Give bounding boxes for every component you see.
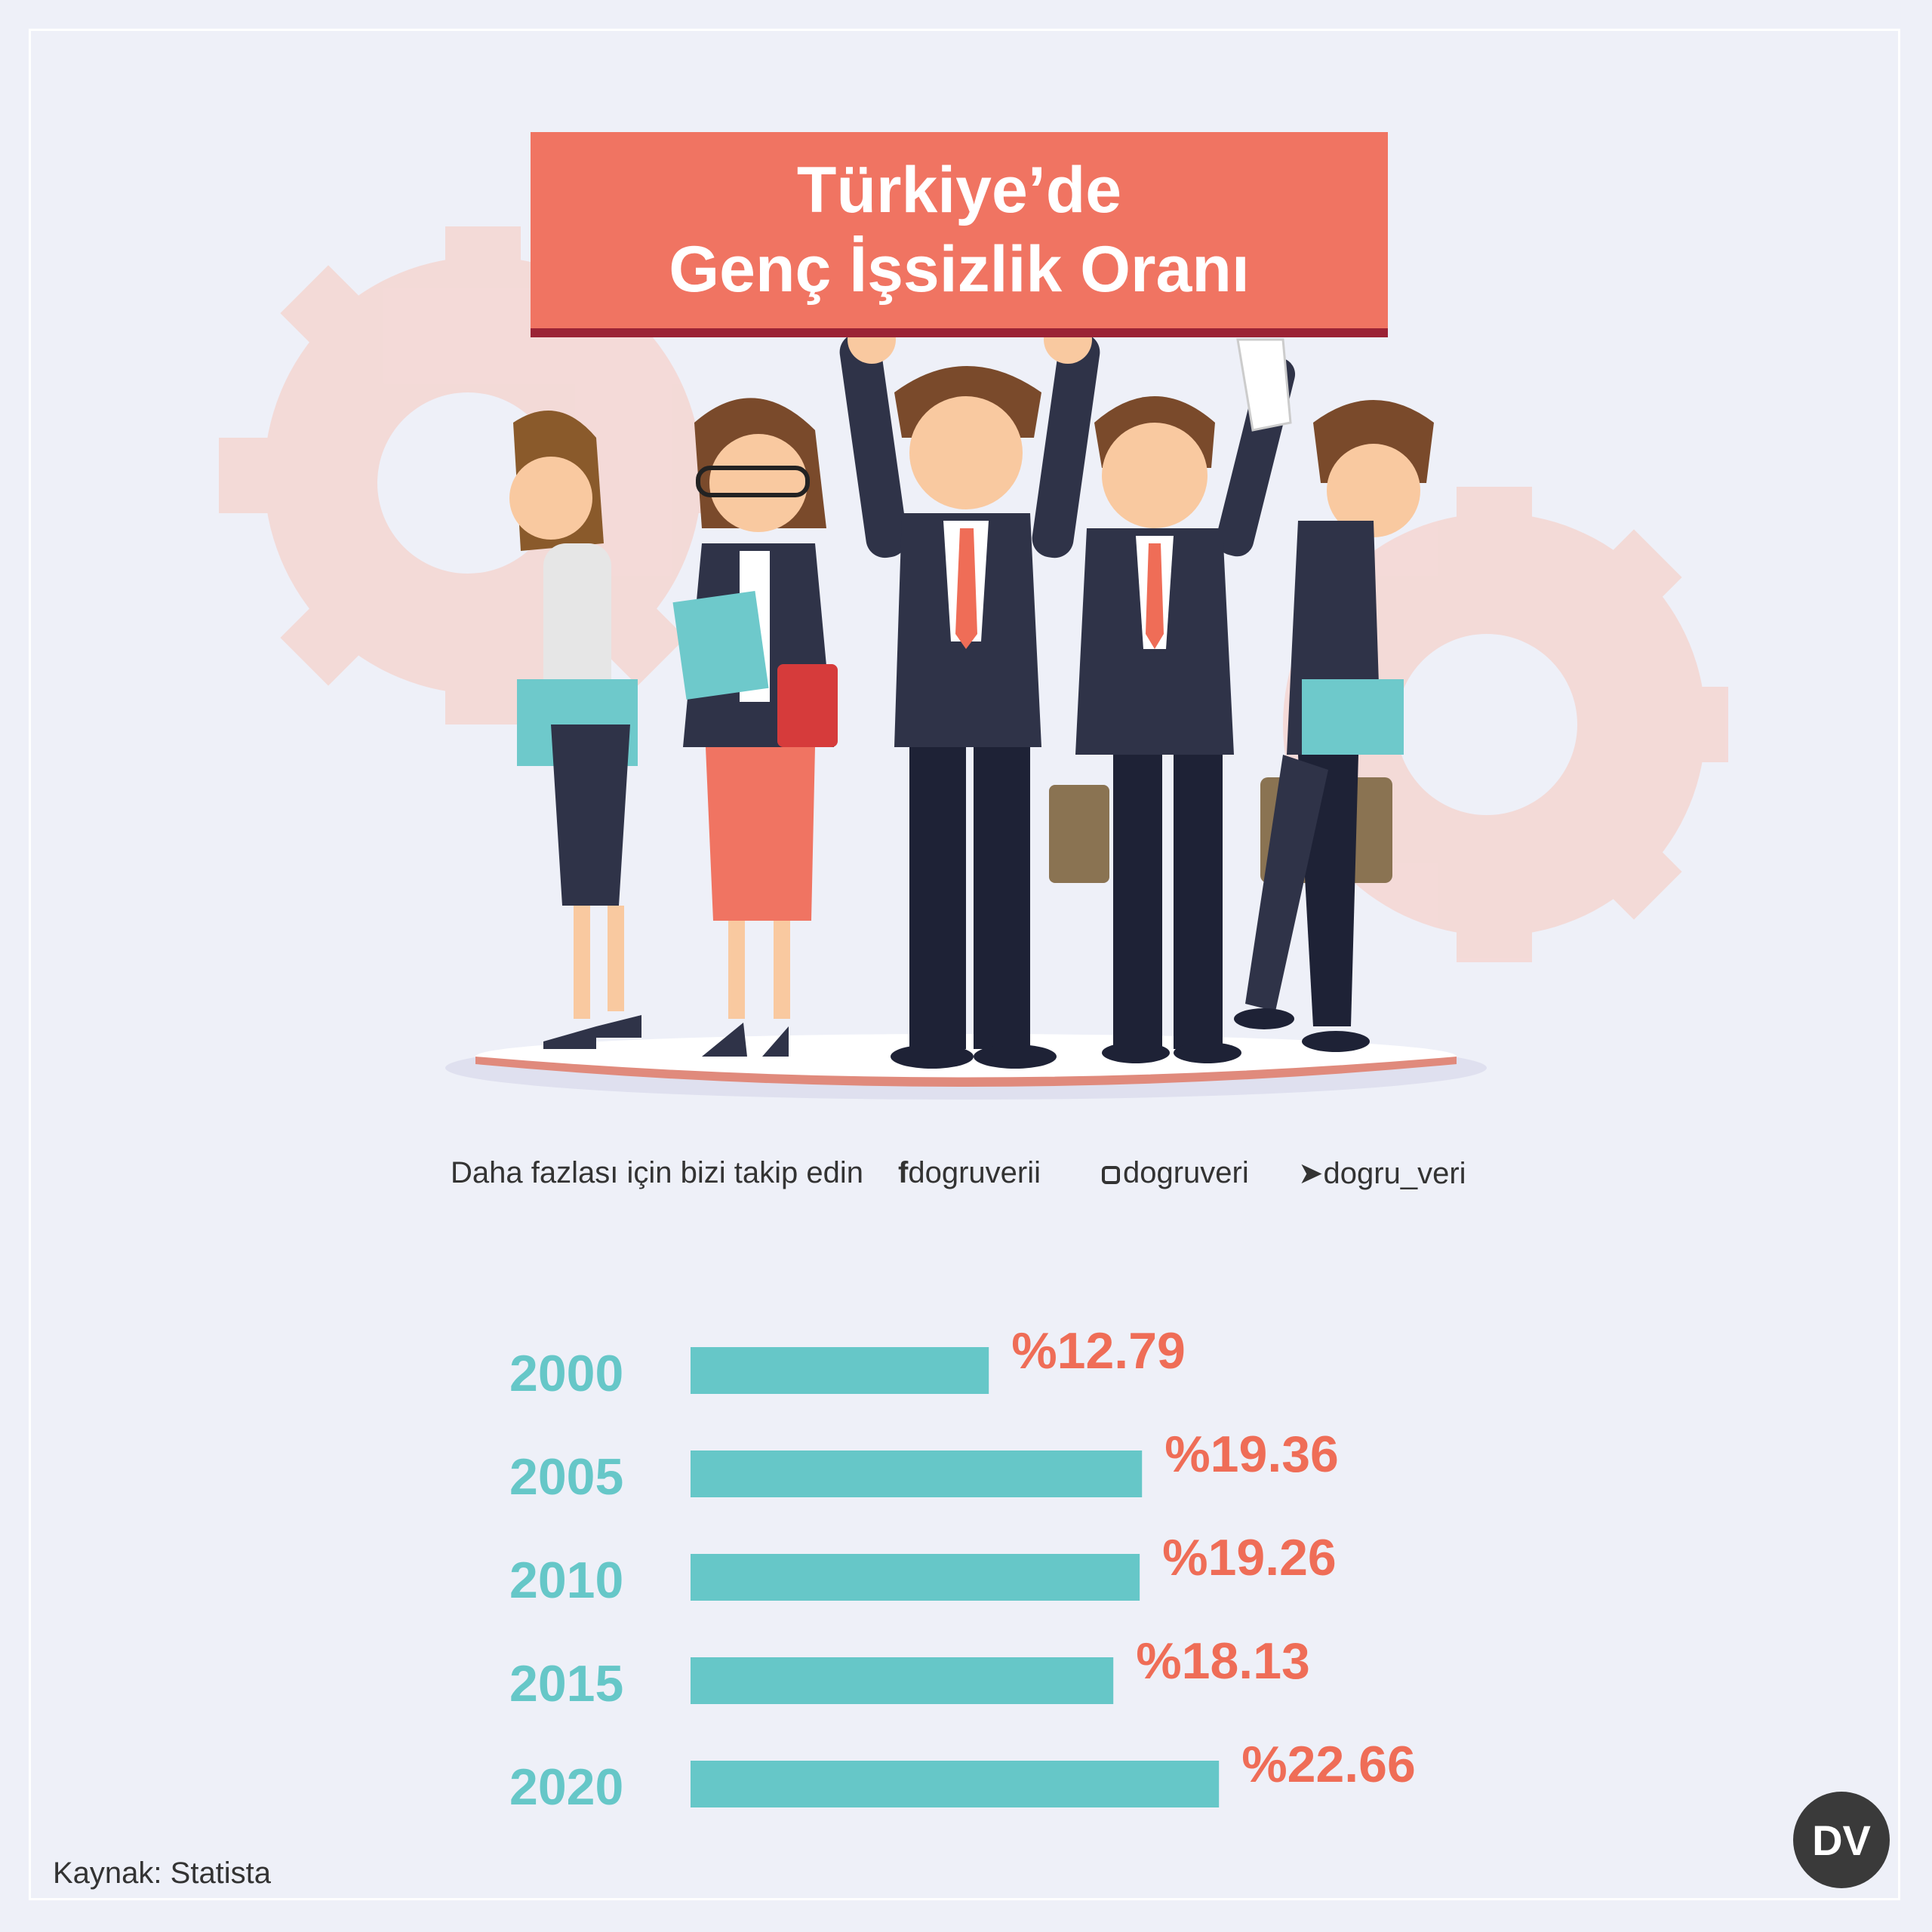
facebook-link[interactable]: fdogruverii <box>898 1156 1041 1190</box>
person-man-4 <box>1049 338 1296 1063</box>
year-label-2015: 2015 <box>509 1655 623 1712</box>
value-label-2000: %12.79 <box>1011 1322 1186 1380</box>
instagram-link[interactable]: dogruveri <box>1102 1156 1249 1190</box>
twitter-icon: ➤ <box>1298 1157 1324 1190</box>
source-note: Kaynak: Statista <box>53 1857 272 1890</box>
person-man-5 <box>1234 400 1434 1052</box>
bar-2010 <box>691 1554 1140 1601</box>
bar-2020 <box>691 1761 1220 1807</box>
instagram-icon <box>1102 1166 1120 1184</box>
value-label-2015: %18.13 <box>1136 1632 1310 1690</box>
person-woman-1 <box>509 411 641 1049</box>
illustration <box>219 226 1728 1100</box>
bar-2000 <box>691 1347 989 1394</box>
year-label-2020: 2020 <box>509 1758 623 1816</box>
title-board: Türkiye’de Genç İşsizlik Oranı <box>531 132 1388 337</box>
dv-logo: DV <box>1793 1792 1890 1888</box>
facebook-handle: dogruverii <box>908 1156 1041 1189</box>
value-label-2020: %22.66 <box>1241 1736 1416 1793</box>
chart-title-line-1: Türkiye’de <box>796 154 1122 227</box>
facebook-icon: f <box>898 1156 909 1189</box>
twitter-handle: dogru_veri <box>1323 1157 1466 1190</box>
year-label-2000: 2000 <box>509 1345 623 1402</box>
value-label-2005: %19.36 <box>1164 1426 1339 1483</box>
instagram-handle: dogruveri <box>1123 1156 1249 1189</box>
follow-prompt: Daha fazlası için bizi takip edin <box>451 1156 863 1189</box>
value-label-2010: %19.26 <box>1162 1529 1337 1586</box>
year-label-2010: 2010 <box>509 1552 623 1609</box>
bar-2015 <box>691 1657 1114 1704</box>
gear-left-icon <box>219 226 743 724</box>
person-man-center <box>839 315 1100 1069</box>
year-label-2005: 2005 <box>509 1448 623 1506</box>
chart-title-line-2: Genç İşsizlik Oranı <box>669 233 1250 306</box>
page-frame <box>29 29 1900 1900</box>
bar-2005 <box>691 1451 1143 1497</box>
twitter-link[interactable]: ➤dogru_veri <box>1298 1156 1466 1191</box>
person-woman-2 <box>672 398 838 1057</box>
